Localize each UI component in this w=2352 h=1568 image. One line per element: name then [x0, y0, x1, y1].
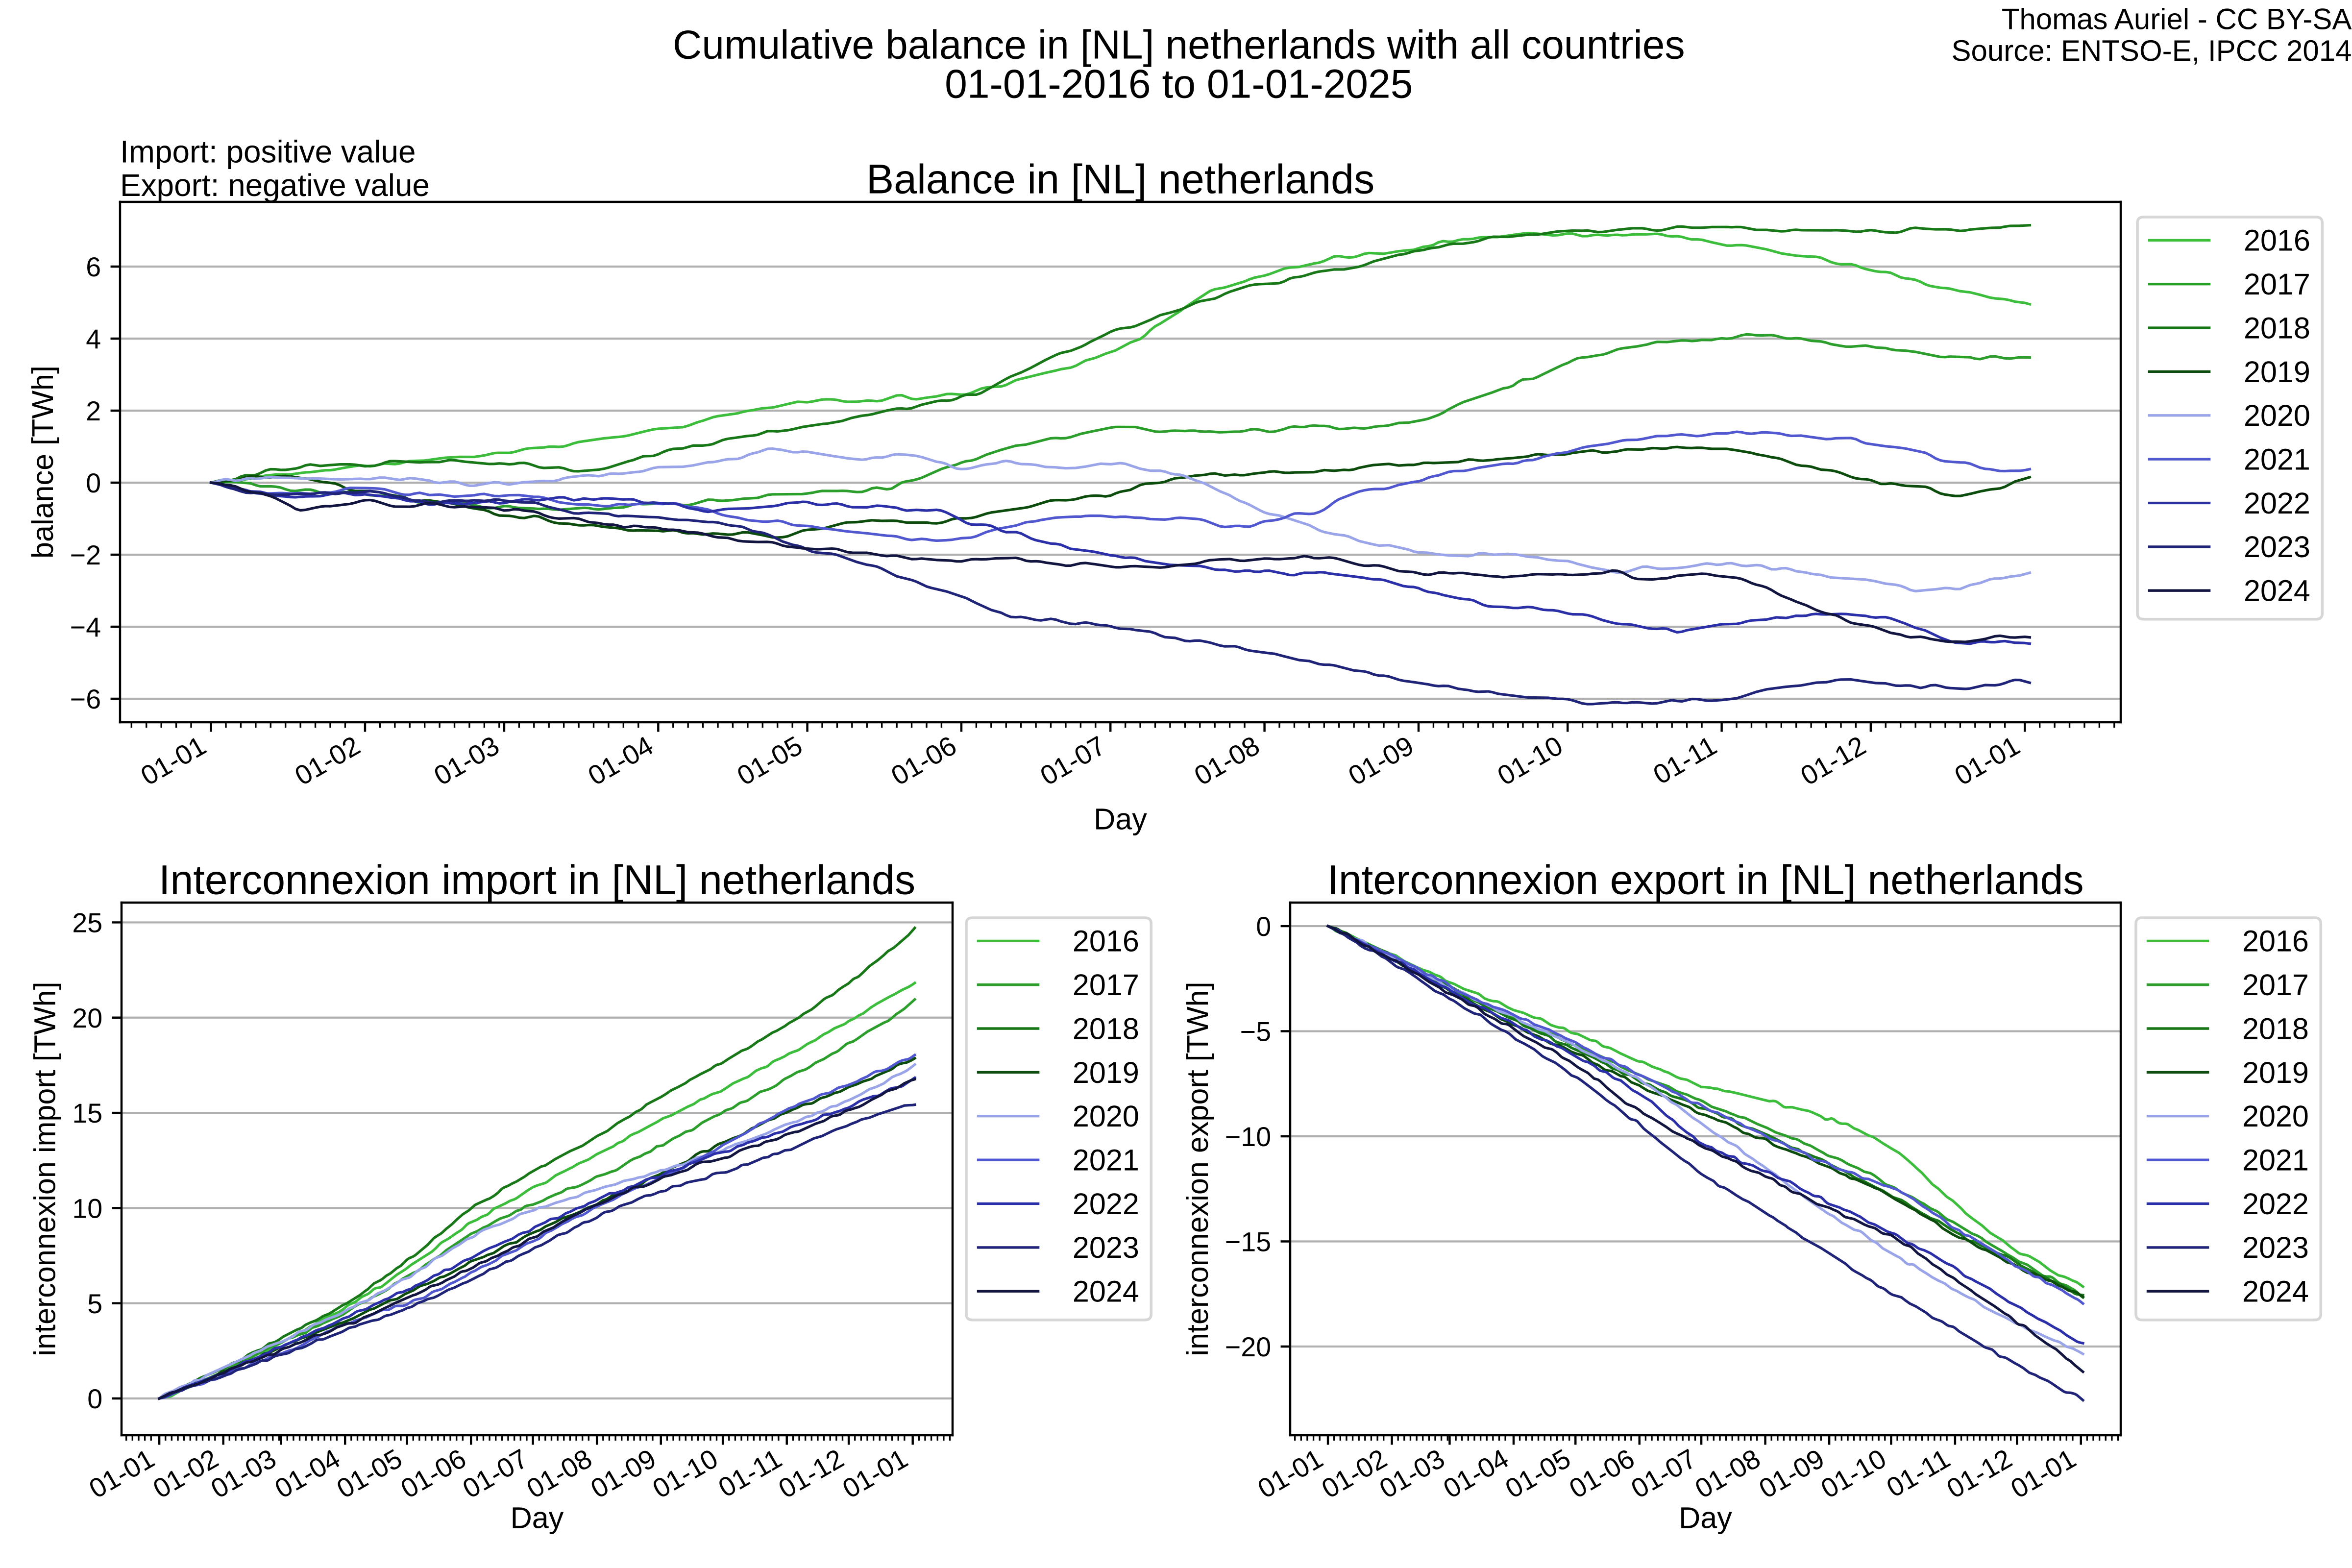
svg-text:2017: 2017 [1073, 968, 1139, 1002]
svg-text:01-01-2016 to 01-01-2025: 01-01-2016 to 01-01-2025 [945, 62, 1413, 107]
svg-text:2019: 2019 [1073, 1056, 1139, 1089]
svg-text:0: 0 [86, 468, 101, 498]
svg-text:2016: 2016 [2244, 224, 2310, 257]
svg-text:15: 15 [72, 1098, 102, 1128]
svg-text:interconnexion export [TWh]: interconnexion export [TWh] [1181, 981, 1214, 1356]
svg-text:2023: 2023 [1073, 1231, 1139, 1264]
svg-text:6: 6 [86, 252, 101, 282]
svg-text:balance [TWh]: balance [TWh] [26, 366, 59, 559]
svg-text:2018: 2018 [2242, 1012, 2309, 1045]
svg-text:2021: 2021 [1073, 1144, 1139, 1177]
svg-text:Interconnexion import in [NL]: Interconnexion import in [NL] netherland… [159, 857, 915, 903]
svg-text:−4: −4 [70, 612, 101, 642]
svg-text:Day: Day [1679, 1501, 1732, 1535]
svg-text:20: 20 [72, 1003, 102, 1033]
svg-text:Source: ENTSO-E, IPCC 2014: Source: ENTSO-E, IPCC 2014 [1951, 34, 2352, 67]
svg-text:2021: 2021 [2244, 443, 2310, 476]
svg-text:2020: 2020 [1073, 1100, 1139, 1133]
svg-text:Export: negative value: Export: negative value [120, 168, 430, 203]
svg-text:2024: 2024 [1073, 1275, 1139, 1308]
svg-text:Interconnexion export in [NL]: Interconnexion export in [NL] netherland… [1327, 857, 2083, 903]
svg-text:−10: −10 [1225, 1122, 1271, 1152]
svg-text:0: 0 [1256, 911, 1271, 942]
svg-text:Import: positive value: Import: positive value [120, 134, 416, 169]
svg-text:−5: −5 [1240, 1017, 1271, 1047]
svg-text:Day: Day [511, 1501, 564, 1535]
svg-text:2022: 2022 [2244, 487, 2310, 520]
svg-text:−15: −15 [1225, 1227, 1271, 1257]
svg-text:2017: 2017 [2242, 968, 2309, 1002]
svg-text:2018: 2018 [1073, 1012, 1139, 1045]
svg-text:4: 4 [86, 324, 101, 354]
svg-text:0: 0 [87, 1384, 102, 1414]
svg-text:2019: 2019 [2242, 1056, 2309, 1089]
svg-text:25: 25 [72, 908, 102, 938]
svg-text:2024: 2024 [2244, 574, 2310, 608]
svg-text:interconnexion import [TWh]: interconnexion import [TWh] [28, 981, 61, 1356]
svg-text:2020: 2020 [2244, 399, 2310, 432]
svg-text:2020: 2020 [2242, 1100, 2309, 1133]
svg-text:2016: 2016 [1073, 925, 1139, 958]
svg-text:2016: 2016 [2242, 925, 2309, 958]
svg-text:Day: Day [1094, 803, 1147, 836]
svg-text:2022: 2022 [2242, 1187, 2309, 1221]
svg-text:2023: 2023 [2242, 1231, 2309, 1264]
svg-text:2022: 2022 [1073, 1187, 1139, 1221]
svg-text:2: 2 [86, 396, 101, 426]
svg-text:2023: 2023 [2244, 530, 2310, 564]
svg-text:2017: 2017 [2244, 268, 2310, 301]
svg-text:−2: −2 [70, 540, 101, 570]
svg-text:2021: 2021 [2242, 1144, 2309, 1177]
svg-text:Balance in [NL] netherlands: Balance in [NL] netherlands [866, 156, 1374, 202]
svg-text:10: 10 [72, 1193, 102, 1224]
svg-text:Thomas Auriel - CC BY-SA: Thomas Auriel - CC BY-SA [2002, 2, 2352, 35]
svg-text:2019: 2019 [2244, 355, 2310, 389]
svg-text:5: 5 [87, 1289, 102, 1319]
svg-text:Cumulative balance in [NL] net: Cumulative balance in [NL] netherlands w… [673, 23, 1685, 67]
svg-text:−20: −20 [1225, 1332, 1271, 1362]
svg-text:2024: 2024 [2242, 1275, 2309, 1308]
svg-text:−6: −6 [70, 684, 101, 714]
svg-text:2018: 2018 [2244, 311, 2310, 344]
